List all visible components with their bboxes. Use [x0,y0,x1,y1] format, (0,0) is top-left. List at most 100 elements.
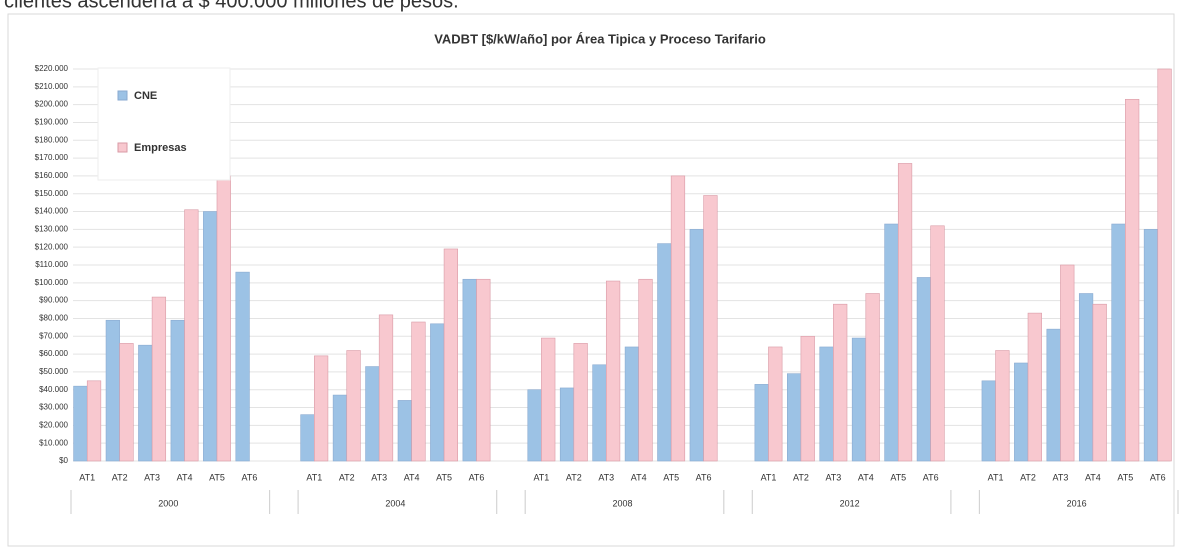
bar [397,400,412,462]
bar [443,248,458,462]
bar [1027,312,1042,462]
y-tick-label: $210.000 [35,82,69,91]
bar [86,380,102,462]
x-tick-label: AT2 [566,472,582,482]
legend-swatch [117,142,128,153]
y-tick-label: $130.000 [35,224,69,233]
bar [884,223,899,462]
y-tick-label: $90.000 [39,296,68,305]
bar [151,296,167,462]
x-tick-label: AT3 [1053,472,1069,482]
x-tick-label: AT1 [533,472,549,482]
bar [346,350,361,462]
x-tick-label: AT3 [825,472,841,482]
y-tick-label: $70.000 [39,331,68,340]
x-tick-label: AT1 [306,472,322,482]
x-tick-label: AT6 [923,472,939,482]
y-tick-label: $170.000 [35,153,69,162]
x-tick-label: AT4 [858,472,874,482]
group-label: 2000 [158,498,178,508]
bar [865,293,880,462]
bar [1014,362,1029,462]
bar [216,175,231,462]
y-tick-label: $190.000 [35,118,69,127]
bar [332,394,348,462]
bar [573,343,588,462]
bar [981,380,996,462]
legend-swatch [117,90,128,101]
legend-label: CNE [134,90,157,102]
x-tick-label: AT3 [144,472,160,482]
bar [1046,328,1061,462]
y-tick-label: $150.000 [35,189,69,198]
y-tick-label: $30.000 [39,403,68,412]
bar [638,278,653,462]
bar [411,321,426,462]
y-tick-label: $40.000 [39,385,68,394]
bar [787,373,802,462]
bar [1060,264,1075,462]
x-tick-label: AT2 [339,472,355,482]
bar [235,271,250,462]
x-tick-label: AT2 [112,472,128,482]
x-tick-label: AT6 [696,472,712,482]
chart-title: VADBT [$/kW/año] por Área Tipica y Proce… [434,31,766,46]
x-tick-label: AT5 [209,472,225,482]
bar [657,243,672,462]
bar [624,346,640,462]
bar [365,366,380,462]
x-tick-label: AT6 [469,472,485,482]
bar [1111,223,1126,462]
y-tick-label: $80.000 [39,314,68,323]
x-tick-label: AT5 [1117,472,1133,482]
bar [462,278,477,462]
bar [119,343,134,462]
x-tick-label: AT4 [1085,472,1101,482]
bar [105,319,120,462]
bar [851,337,867,462]
bar [430,323,445,462]
y-tick-label: $50.000 [39,367,68,376]
bar [541,337,556,462]
page-text: clientes ascendería a $ 400.000 millones… [4,0,459,12]
y-tick-label: $100.000 [35,278,69,287]
group-label: 2012 [840,498,860,508]
legend-label: Empresas [134,142,187,154]
bar [592,364,607,462]
y-tick-label: $140.000 [35,207,69,216]
bar [833,303,848,462]
group-label: 2016 [1067,498,1087,508]
bar [768,346,783,462]
x-tick-label: AT1 [79,472,95,482]
y-tick-label: $200.000 [35,100,69,109]
x-tick-label: AT4 [177,472,193,482]
bar [1078,293,1094,462]
bar [800,335,815,462]
bar [605,280,621,462]
bar [689,229,704,462]
y-tick-label: $20.000 [39,420,68,429]
bar [138,344,153,462]
y-tick-label: $180.000 [35,135,69,144]
x-tick-label: AT2 [793,472,809,482]
bar [1092,303,1107,462]
bar [995,350,1010,462]
bar [930,225,945,462]
bar [73,385,88,462]
bar [559,387,575,462]
x-tick-label: AT3 [371,472,387,482]
x-tick-label: AT1 [761,472,777,482]
x-tick-label: AT2 [1020,472,1036,482]
bar [819,346,834,462]
x-tick-label: AT6 [242,472,258,482]
y-tick-label: $120.000 [35,242,69,251]
x-tick-label: AT3 [598,472,614,482]
group-label: 2008 [612,498,632,508]
y-tick-label: $220.000 [35,64,69,73]
y-tick-label: $0 [59,456,68,465]
group-label: 2004 [385,498,405,508]
bar [476,278,491,462]
x-tick-label: AT5 [890,472,906,482]
x-tick-label: AT1 [988,472,1004,482]
